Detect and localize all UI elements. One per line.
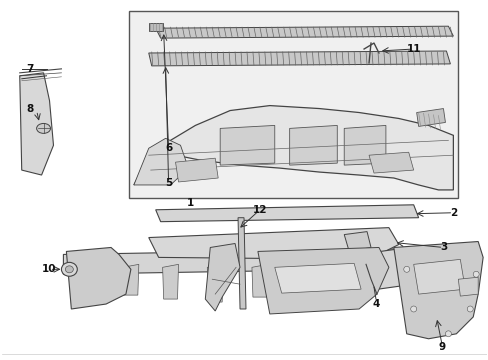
Polygon shape <box>63 247 479 274</box>
Ellipse shape <box>37 123 50 133</box>
Polygon shape <box>344 231 370 251</box>
Polygon shape <box>207 264 223 302</box>
Polygon shape <box>457 277 477 296</box>
Polygon shape <box>274 264 360 293</box>
Text: 1: 1 <box>186 198 194 208</box>
Text: 9: 9 <box>438 342 445 352</box>
Polygon shape <box>368 152 413 173</box>
Polygon shape <box>148 228 398 260</box>
Polygon shape <box>155 205 418 222</box>
Text: 2: 2 <box>449 208 456 218</box>
Polygon shape <box>413 260 464 294</box>
Text: 11: 11 <box>406 44 420 54</box>
Polygon shape <box>416 109 445 126</box>
Polygon shape <box>296 264 312 295</box>
Polygon shape <box>175 158 218 182</box>
Text: 8: 8 <box>26 104 33 113</box>
Polygon shape <box>341 264 356 292</box>
Text: 6: 6 <box>164 143 172 153</box>
Polygon shape <box>257 247 388 314</box>
Polygon shape <box>344 125 385 165</box>
Polygon shape <box>122 264 139 295</box>
Text: 5: 5 <box>164 178 172 188</box>
Polygon shape <box>20 73 53 175</box>
Ellipse shape <box>410 306 416 312</box>
Polygon shape <box>358 247 413 291</box>
Text: 10: 10 <box>42 264 57 274</box>
Ellipse shape <box>472 271 478 277</box>
Polygon shape <box>205 243 240 311</box>
Polygon shape <box>238 218 245 309</box>
Ellipse shape <box>403 266 409 272</box>
Polygon shape <box>134 138 188 185</box>
Polygon shape <box>163 264 178 299</box>
Polygon shape <box>251 264 267 297</box>
Ellipse shape <box>65 266 73 273</box>
Text: 3: 3 <box>439 243 446 252</box>
Polygon shape <box>155 26 452 38</box>
Text: 12: 12 <box>252 205 266 215</box>
Ellipse shape <box>467 306 472 312</box>
Polygon shape <box>148 23 163 31</box>
Polygon shape <box>134 105 452 190</box>
Text: 4: 4 <box>371 299 379 309</box>
Ellipse shape <box>445 331 450 337</box>
Polygon shape <box>289 125 337 165</box>
Polygon shape <box>220 125 274 165</box>
Polygon shape <box>148 51 449 66</box>
Ellipse shape <box>61 262 77 276</box>
Text: 7: 7 <box>26 64 33 74</box>
Polygon shape <box>393 242 482 339</box>
Bar <box>129 11 457 198</box>
Polygon shape <box>66 247 131 309</box>
